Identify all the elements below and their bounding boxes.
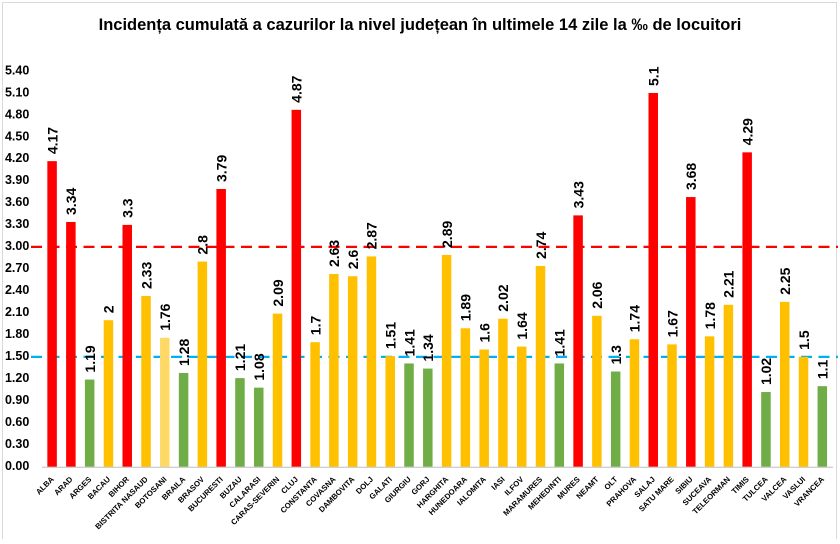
- svg-text:4.17: 4.17: [44, 127, 60, 154]
- svg-text:3.43: 3.43: [570, 181, 586, 208]
- svg-text:1.3: 1.3: [608, 345, 624, 365]
- svg-text:5.40: 5.40: [5, 63, 29, 77]
- svg-text:1.80: 1.80: [5, 327, 29, 341]
- svg-text:1.6: 1.6: [476, 323, 492, 343]
- svg-text:2.10: 2.10: [5, 305, 29, 319]
- svg-text:3.79: 3.79: [213, 155, 229, 182]
- svg-text:Incidența cumulată a cazurilor: Incidența cumulată a cazurilor la nivel …: [99, 16, 742, 34]
- svg-text:0.90: 0.90: [5, 393, 29, 407]
- svg-text:1.28: 1.28: [176, 339, 192, 366]
- svg-text:1.34: 1.34: [420, 334, 436, 361]
- svg-text:2.87: 2.87: [364, 222, 380, 249]
- svg-text:2.33: 2.33: [138, 262, 154, 289]
- svg-text:4.80: 4.80: [5, 107, 29, 121]
- svg-text:1.76: 1.76: [157, 303, 173, 330]
- svg-text:1.19: 1.19: [82, 345, 98, 372]
- svg-text:1.7: 1.7: [307, 316, 323, 336]
- svg-text:1.41: 1.41: [552, 329, 568, 356]
- svg-text:1.02: 1.02: [758, 358, 774, 385]
- svg-text:3.00: 3.00: [5, 239, 29, 253]
- svg-text:2.21: 2.21: [721, 270, 737, 297]
- svg-text:0.00: 0.00: [5, 459, 29, 473]
- svg-text:4.87: 4.87: [289, 75, 305, 102]
- svg-text:3.30: 3.30: [5, 217, 29, 231]
- svg-text:3.90: 3.90: [5, 173, 29, 187]
- svg-text:2.89: 2.89: [439, 220, 455, 247]
- svg-text:1.51: 1.51: [383, 322, 399, 349]
- svg-text:2.6: 2.6: [345, 250, 361, 270]
- svg-text:1.78: 1.78: [702, 302, 718, 329]
- svg-text:1.67: 1.67: [664, 310, 680, 337]
- svg-text:3.60: 3.60: [5, 195, 29, 209]
- svg-text:3.34: 3.34: [63, 188, 79, 215]
- svg-text:1.64: 1.64: [514, 312, 530, 339]
- svg-text:2: 2: [101, 305, 117, 313]
- svg-text:5.10: 5.10: [5, 85, 29, 99]
- svg-text:2.40: 2.40: [5, 283, 29, 297]
- svg-text:2.74: 2.74: [533, 231, 549, 258]
- svg-text:1.89: 1.89: [458, 294, 474, 321]
- svg-text:2.02: 2.02: [495, 284, 511, 311]
- svg-text:1.50: 1.50: [5, 349, 29, 363]
- svg-text:2.06: 2.06: [589, 281, 605, 308]
- svg-text:5.1: 5.1: [646, 66, 662, 86]
- svg-text:4.50: 4.50: [5, 129, 29, 143]
- svg-text:0.60: 0.60: [5, 415, 29, 429]
- svg-text:1.1: 1.1: [815, 359, 831, 379]
- svg-text:3.3: 3.3: [120, 198, 136, 218]
- svg-text:1.08: 1.08: [251, 353, 267, 380]
- svg-text:2.8: 2.8: [195, 235, 211, 255]
- svg-text:2.63: 2.63: [326, 240, 342, 267]
- svg-text:4.20: 4.20: [5, 151, 29, 165]
- svg-text:3.68: 3.68: [683, 163, 699, 190]
- svg-text:1.20: 1.20: [5, 371, 29, 385]
- svg-text:2.25: 2.25: [777, 267, 793, 294]
- svg-text:1.74: 1.74: [627, 305, 643, 332]
- svg-text:2.09: 2.09: [270, 279, 286, 306]
- svg-text:2.70: 2.70: [5, 261, 29, 275]
- svg-text:1.21: 1.21: [232, 344, 248, 371]
- svg-text:4.29: 4.29: [739, 118, 755, 145]
- svg-text:1.41: 1.41: [401, 329, 417, 356]
- svg-text:0.30: 0.30: [5, 437, 29, 451]
- svg-text:1.5: 1.5: [796, 330, 812, 350]
